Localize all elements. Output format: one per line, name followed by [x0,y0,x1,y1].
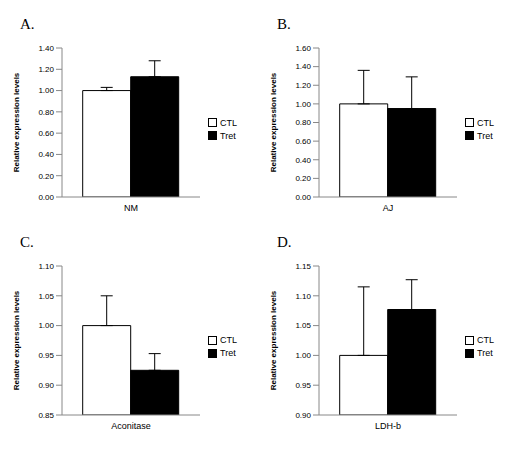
html-text:Tret: Tret [220,130,236,141]
svg-text:0.00: 0.00 [38,193,54,202]
svg-text:0.95: 0.95 [295,381,311,390]
svg-text:1.00: 1.00 [38,86,54,95]
svg-text:0.00: 0.00 [295,193,311,202]
svg-text:1.10: 1.10 [295,291,311,300]
svg-text:1.20: 1.20 [38,65,54,74]
svg-text:NM: NM [124,203,138,213]
html-text:Tret: Tret [477,348,493,358]
svg-text:Relative expression levels: Relative expression levels [12,72,21,172]
svg-text:1.60: 1.60 [295,44,311,53]
svg-text:0.80: 0.80 [38,108,54,117]
svg-text:0.90: 0.90 [295,410,311,419]
svg-text:1.00: 1.00 [295,351,311,360]
svg-text:0.60: 0.60 [295,137,311,146]
html-text:CTL: CTL [477,117,494,128]
html-text:D.: D. [277,233,292,250]
html-text:B.: B. [277,16,291,32]
html-text:A.: A. [20,16,35,32]
svg-text:1.40: 1.40 [295,62,311,71]
svg-text:0.90: 0.90 [38,381,54,390]
svg-text:Relative expression levels: Relative expression levels [269,290,278,390]
html-text:C.: C. [20,233,34,250]
svg-text:1.10: 1.10 [38,261,54,270]
svg-text:0.60: 0.60 [38,129,54,138]
svg-text:0.20: 0.20 [38,172,54,181]
svg-text:1.40: 1.40 [38,44,54,53]
svg-text:Aconitase: Aconitase [111,421,151,431]
html-text:CTL: CTL [220,335,237,345]
svg-text:LDH-b: LDH-b [375,421,401,431]
svg-text:0.95: 0.95 [38,351,54,360]
svg-text:1.15: 1.15 [295,261,311,270]
svg-text:AJ: AJ [383,203,394,213]
html-text:CTL: CTL [220,117,237,128]
svg-text:1.05: 1.05 [38,291,54,300]
html-text:Tret: Tret [220,348,236,358]
svg-text:Relative expression levels: Relative expression levels [269,72,278,172]
svg-text:0.80: 0.80 [295,118,311,127]
svg-text:0.20: 0.20 [295,174,311,183]
svg-text:Relative expression levels: Relative expression levels [12,290,21,390]
svg-text:1.00: 1.00 [295,100,311,109]
svg-text:0.40: 0.40 [38,150,54,159]
svg-text:0.40: 0.40 [295,156,311,165]
svg-text:1.05: 1.05 [295,321,311,330]
svg-text:1.20: 1.20 [295,81,311,90]
svg-text:0.85: 0.85 [38,410,54,419]
html-text:Tret: Tret [477,130,493,141]
html-text:CTL: CTL [477,335,494,345]
svg-text:1.00: 1.00 [38,321,54,330]
